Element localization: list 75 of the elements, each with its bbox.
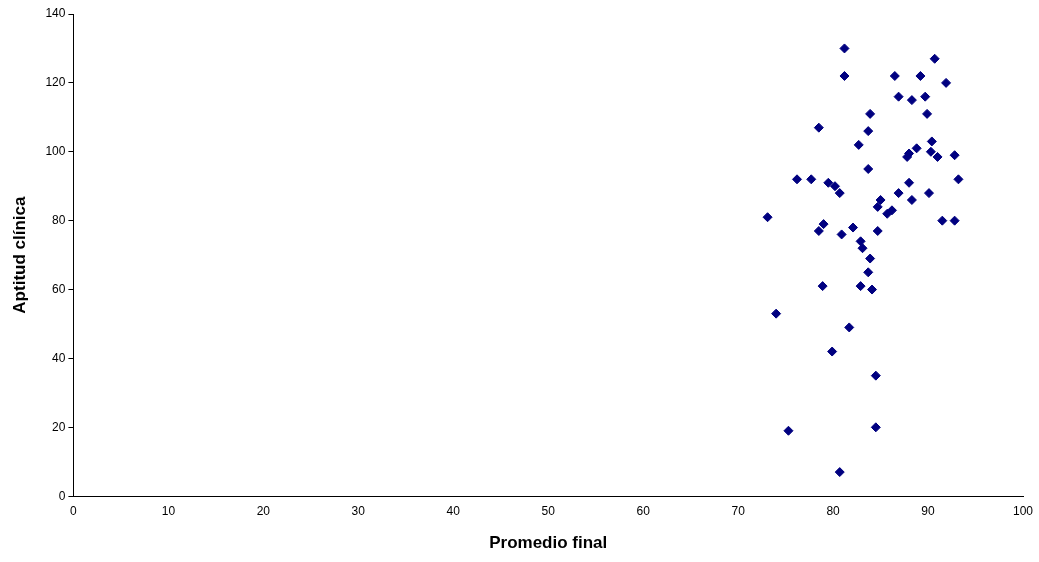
point [848, 222, 859, 233]
point [762, 212, 773, 223]
point [906, 95, 917, 106]
point [817, 281, 828, 292]
y-tick-label: 140 [45, 6, 66, 21]
point [925, 146, 936, 157]
point [867, 284, 878, 295]
point [870, 422, 881, 433]
point [920, 91, 931, 102]
y-tick-label: 120 [45, 75, 66, 90]
point [836, 229, 847, 240]
point [893, 91, 904, 102]
point [855, 281, 866, 292]
point [839, 43, 850, 54]
point [863, 267, 874, 278]
y-axis-title: Aptitud clínica [9, 196, 29, 314]
point [949, 150, 960, 161]
y-tick-label: 100 [45, 144, 66, 159]
point [829, 181, 840, 192]
x-tick-label: 40 [446, 503, 461, 518]
point [926, 136, 937, 147]
y-tick-label: 60 [52, 281, 66, 296]
point [889, 71, 900, 81]
point [937, 215, 948, 226]
y-tick-label: 80 [52, 212, 66, 227]
point [863, 163, 874, 174]
point [941, 77, 952, 88]
point [911, 143, 922, 154]
x-tick-label: 90 [921, 503, 936, 518]
point [806, 174, 817, 185]
point [865, 108, 876, 119]
point [827, 346, 838, 357]
point [834, 467, 845, 478]
point [893, 188, 904, 199]
point [904, 177, 915, 188]
x-tick-label: 80 [826, 503, 841, 518]
point [792, 174, 802, 185]
x-tick-label: 70 [731, 503, 746, 518]
y-tick-label: 20 [52, 419, 66, 434]
point [844, 322, 855, 333]
y-tick-label: 40 [52, 350, 66, 365]
point [783, 425, 794, 436]
point [813, 122, 824, 133]
point [949, 215, 960, 226]
x-tick-label: 0 [70, 503, 78, 518]
point [932, 151, 943, 162]
x-tick-label: 10 [161, 503, 176, 518]
point [771, 308, 782, 319]
point [839, 71, 850, 81]
point [853, 139, 864, 150]
point [857, 243, 868, 254]
x-tick-label: 20 [256, 503, 271, 518]
x-tick-label: 60 [636, 503, 651, 518]
point [915, 71, 926, 81]
point [953, 174, 964, 185]
point [818, 219, 829, 230]
point [882, 208, 893, 219]
point [906, 194, 917, 205]
point [929, 53, 940, 64]
point [870, 370, 881, 381]
point [923, 188, 934, 199]
point [922, 108, 933, 119]
y-tick-label: 0 [58, 488, 66, 503]
x-tick-label: 50 [541, 503, 556, 518]
point [865, 253, 876, 264]
point [834, 188, 845, 199]
point [872, 201, 883, 212]
point [855, 236, 866, 247]
point [863, 126, 874, 137]
x-tick-label: 30 [351, 503, 366, 518]
point [813, 225, 824, 236]
point [872, 225, 883, 236]
point [823, 177, 834, 188]
x-tick-label: 100 [1012, 503, 1034, 518]
x-axis-title: Promedio final [489, 533, 608, 553]
